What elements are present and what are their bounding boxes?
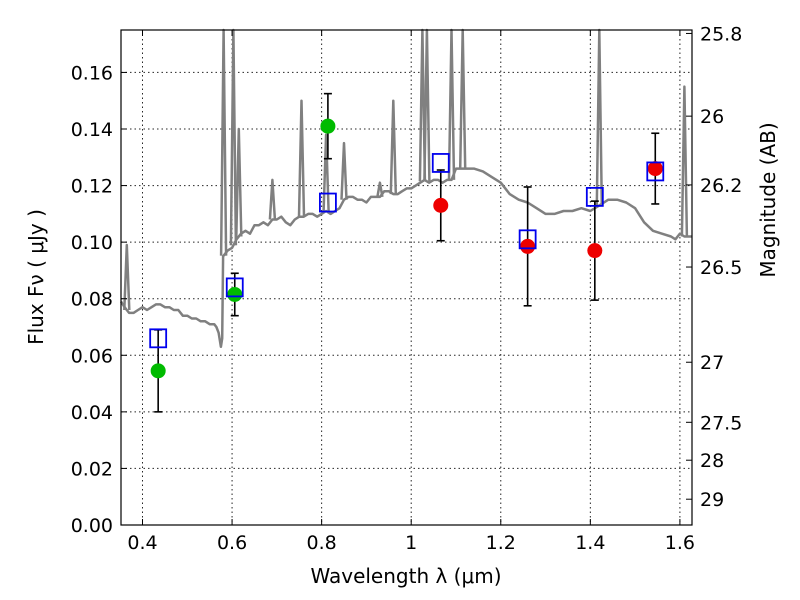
emission-line [340,141,348,200]
y-tick-label: 0.08 [71,289,113,311]
y-tick-label: 0.06 [71,345,113,367]
emission-line [447,28,456,180]
x-axis-title: Wavelength λ (μm) [310,564,501,588]
data-point [150,363,166,379]
model-point [431,153,450,173]
x-tick-label: 0.8 [307,532,337,554]
emission-line [235,127,243,237]
emission-line [268,178,277,220]
emission-line [219,28,228,256]
y-tick-label: 0.14 [71,119,113,141]
template-spectrum-line [119,167,692,349]
axes [120,29,693,526]
emission-line [123,243,131,311]
y-tick-label: 0.00 [71,515,113,537]
model-point [319,192,337,213]
emission-line [297,99,306,217]
data-points [149,92,665,413]
y-tick-label: 0.12 [71,176,113,198]
x-tick-label: 0.6 [217,532,247,554]
model-point [646,161,665,182]
x-tick-label: 1.2 [486,532,516,554]
model-point [225,277,244,298]
emission-line [376,181,384,198]
data-point [433,197,449,213]
right-tick-label: 26.5 [700,257,742,279]
right-tick-label: 28 [700,450,724,472]
right-tick-label: 26 [700,106,724,128]
plot-frame [120,29,693,526]
right-tick-label: 29 [700,489,724,511]
right-tick-label: 27 [700,352,724,374]
data-point [227,286,243,302]
emission-line [423,28,431,182]
data-point [587,243,603,259]
tick-labels: 0.4 0.6 0.8 1 1.2 1.4 1.6 0.00 0.02 0.04 0.06 0.08 0… [71,23,743,554]
grid [121,30,692,526]
y-tick-label: 0.10 [71,232,113,254]
template-spectrum [119,28,692,349]
data-point [320,118,336,134]
emission-line [680,85,689,237]
model-point [585,186,604,207]
right-tick-label: 27.5 [700,412,742,434]
right-axis-title: Magnitude (AB) [756,122,780,277]
model-point [518,229,537,250]
x-tick-label: 0.4 [127,532,157,554]
y-tick-label: 0.16 [71,62,113,84]
data-point [520,238,536,254]
emission-line [595,28,604,206]
right-tick-label: 26.2 [700,175,742,197]
data-point [647,161,663,177]
x-tick-label: 1.6 [665,532,695,554]
y-tick-label: 0.02 [71,458,113,480]
emission-line [458,28,467,169]
y-tick-label: 0.04 [71,402,113,424]
x-tick-label: 1.4 [575,532,605,554]
x-tick-label: 1 [405,532,417,554]
emission-line [389,99,398,195]
model-point [149,328,168,349]
right-tick-label: 25.8 [700,23,742,45]
emission-line [322,133,330,212]
y-axis-title: Flux Fν ( μJy ) [24,209,48,345]
